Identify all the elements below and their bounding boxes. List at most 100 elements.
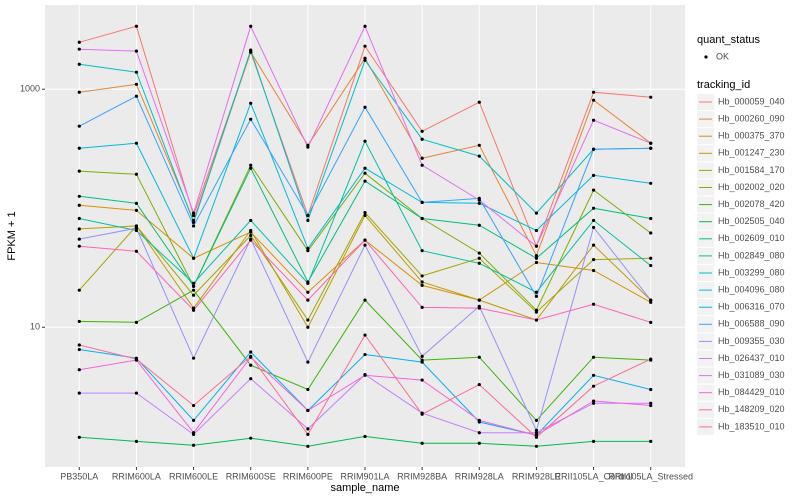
x-tick-label: RRIM901LA xyxy=(340,471,389,481)
data-point xyxy=(649,256,653,260)
data-point xyxy=(363,24,367,28)
data-point xyxy=(649,146,653,150)
data-point xyxy=(477,418,481,423)
x-tick-label: RRIM600LA xyxy=(112,471,161,481)
data-point xyxy=(534,431,539,435)
x-axis-title: sample_name xyxy=(330,482,399,494)
data-point xyxy=(420,274,424,278)
data-point xyxy=(649,403,653,408)
data-point xyxy=(191,288,196,292)
data-point xyxy=(591,147,596,151)
data-point xyxy=(191,431,196,435)
data-point xyxy=(363,352,367,357)
data-point xyxy=(249,238,253,242)
legend-label: OK xyxy=(716,51,729,61)
legend-label: Hb_009355_030 xyxy=(718,336,785,346)
data-point xyxy=(306,360,310,364)
legend-label: Hb_002078_420 xyxy=(718,199,785,209)
data-point xyxy=(649,298,653,302)
data-point xyxy=(649,387,653,392)
data-point xyxy=(77,237,81,241)
data-point xyxy=(249,377,253,381)
data-point xyxy=(420,360,424,364)
data-point xyxy=(249,363,253,367)
data-point xyxy=(191,356,196,360)
data-point xyxy=(191,281,196,285)
data-point xyxy=(134,49,139,53)
data-point xyxy=(649,357,653,361)
data-point xyxy=(591,302,596,306)
legend-label: Hb_000059_040 xyxy=(718,96,785,106)
data-point xyxy=(534,444,539,448)
data-point xyxy=(649,439,653,443)
data-point xyxy=(477,298,481,302)
data-point xyxy=(420,216,424,221)
data-point xyxy=(649,320,653,324)
data-point xyxy=(420,378,424,382)
data-point xyxy=(77,146,81,150)
data-point xyxy=(249,228,253,233)
data-point xyxy=(306,432,310,436)
data-point xyxy=(363,434,367,439)
data-point xyxy=(363,333,367,337)
data-point xyxy=(649,300,653,304)
data-point xyxy=(77,391,81,395)
legend-label: Hb_031089_030 xyxy=(718,370,785,380)
data-point xyxy=(363,179,367,183)
data-point xyxy=(591,243,596,247)
data-point xyxy=(591,268,596,273)
data-point xyxy=(134,24,139,28)
data-point xyxy=(134,226,139,230)
legend-label: Hb_026437_010 xyxy=(718,353,785,363)
data-point xyxy=(249,48,253,52)
data-point xyxy=(477,441,481,445)
data-point xyxy=(534,435,539,439)
data-point xyxy=(591,401,596,405)
data-point xyxy=(134,94,139,98)
data-point xyxy=(306,298,310,302)
data-point xyxy=(77,62,81,66)
data-point xyxy=(77,347,81,352)
data-point xyxy=(591,98,596,102)
legend-label: Hb_002505_040 xyxy=(718,216,785,226)
x-tick-label: RRII105LA_Stressed xyxy=(608,471,693,481)
x-tick-label: RRIM928BA xyxy=(397,471,447,481)
data-point xyxy=(191,224,196,228)
data-point xyxy=(77,194,81,198)
data-point xyxy=(77,216,81,221)
data-point xyxy=(134,224,139,228)
data-point xyxy=(649,141,653,145)
data-point xyxy=(420,249,424,253)
data-point xyxy=(591,355,596,359)
data-point xyxy=(591,118,596,122)
data-point xyxy=(534,228,539,233)
data-point xyxy=(534,256,539,260)
data-point xyxy=(306,246,310,250)
data-point xyxy=(477,355,481,359)
legend-label: Hb_001584_170 xyxy=(718,165,785,175)
data-point xyxy=(363,238,367,242)
data-point xyxy=(249,163,253,167)
data-point xyxy=(477,100,481,104)
data-point xyxy=(363,243,367,247)
x-tick-label: RRIM928LA xyxy=(455,471,504,481)
data-point xyxy=(534,211,539,215)
data-point xyxy=(134,201,139,205)
data-point xyxy=(134,172,139,176)
data-point xyxy=(77,169,81,173)
data-point xyxy=(420,156,424,160)
data-point xyxy=(591,206,596,210)
data-point xyxy=(534,308,539,312)
legend-title: tracking_id xyxy=(697,79,750,91)
data-point xyxy=(591,188,596,192)
data-point xyxy=(477,251,481,255)
data-point xyxy=(134,208,139,212)
legend-title: quant_status xyxy=(697,34,760,46)
legend-label: Hb_148209_020 xyxy=(718,404,785,414)
data-point xyxy=(534,318,539,322)
data-point xyxy=(249,24,253,28)
data-point xyxy=(306,408,310,413)
data-point xyxy=(649,401,653,405)
data-point xyxy=(306,145,310,149)
data-point xyxy=(191,213,196,218)
